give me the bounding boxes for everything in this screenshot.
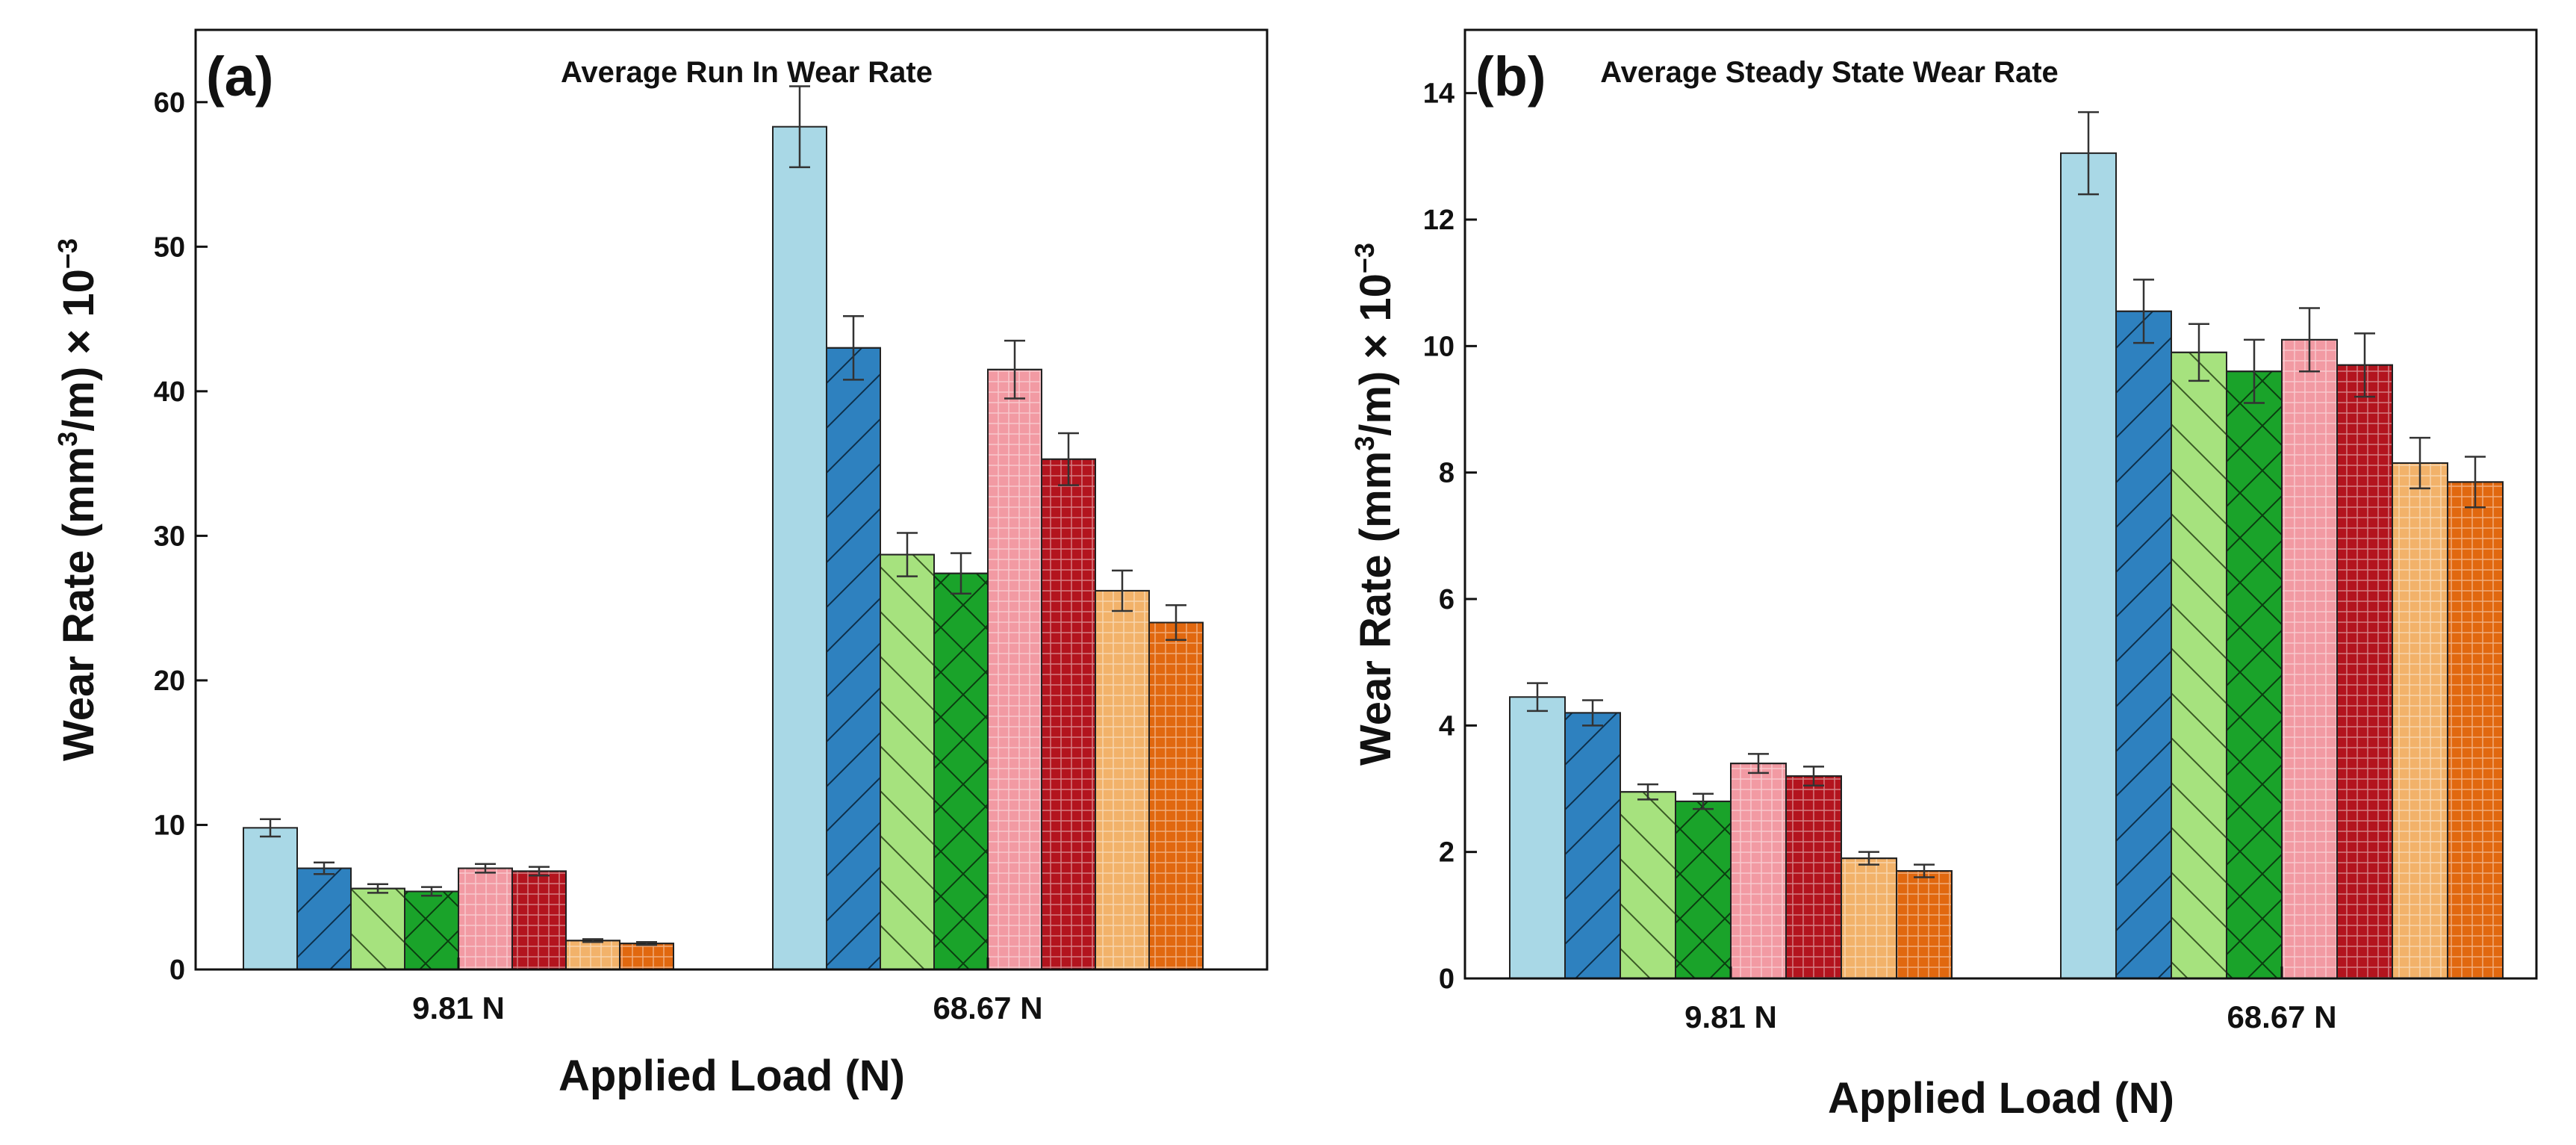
chart-title-b: Average Steady State Wear Rate — [1600, 56, 2059, 89]
plot-area-a: 0 10 20 30 40 50 60 9.81 N 68.67 N — [154, 85, 1204, 1025]
error-bar-b-as10-0 — [1582, 699, 1603, 727]
bar-pattern-a-3tg10-0 — [619, 943, 674, 971]
y-tick-label-a-3: 30 — [154, 521, 185, 552]
bar-pattern-a-as10-0 — [296, 867, 352, 970]
bar-pattern-b-3t10-0 — [1675, 800, 1732, 980]
plot-frame-b — [1463, 28, 2538, 980]
y-axis-title-a: Wear Rate (mm3/m) × 10−3 — [52, 238, 103, 761]
error-bar-b-3g10-1 — [2354, 332, 2375, 398]
error-bar-a-3g10-1 — [1058, 432, 1079, 486]
error-bar-a-a390-1 — [789, 85, 810, 169]
error-bar-a-asgt10-1 — [1112, 569, 1133, 612]
error-bar-a-asgt10-0 — [582, 938, 603, 943]
panel-tag-a: (a) — [206, 46, 273, 108]
bar-pattern-b-3tg10-1 — [2447, 481, 2504, 979]
bar-pattern-b-3t10-1 — [2226, 370, 2283, 979]
panel-tag-b: (b) — [1475, 46, 1546, 108]
error-bar-b-asg10-1 — [2299, 307, 2320, 373]
panel-a: 0 10 20 30 40 50 60 9.81 N 68.67 N (a) Average R… — [52, 28, 1269, 1100]
y-tick-label-a-6: 60 — [154, 87, 185, 119]
error-bar-b-asg10-0 — [1748, 753, 1769, 775]
error-bar-a-3t10-1 — [951, 552, 971, 595]
error-bar-b-3tg10-1 — [2465, 456, 2486, 509]
y-tick-label-a-1: 10 — [154, 810, 185, 841]
error-bar-a-ast10-0 — [367, 883, 388, 894]
error-bar-b-ast10-1 — [2188, 323, 2209, 382]
y-tick-label-b-6: 12 — [1423, 205, 1455, 236]
x-axis-title-b: Applied Load (N) — [1828, 1074, 2174, 1123]
error-bar-a-as10-0 — [314, 861, 335, 875]
y-tick-label-a-2: 20 — [154, 665, 185, 697]
error-bar-b-3g10-0 — [1803, 766, 1824, 787]
y-tick-label-a-0: 0 — [169, 955, 185, 986]
bar-pattern-a-3tg10-1 — [1148, 621, 1204, 970]
error-bar-a-as10-1 — [843, 314, 864, 381]
bar-b-a390-0 — [1509, 696, 1566, 979]
error-bar-a-a390-0 — [260, 818, 281, 838]
y-tick-label-b-3: 6 — [1439, 584, 1455, 615]
bar-pattern-a-asgt10-1 — [1095, 589, 1150, 971]
bar-pattern-a-3t10-1 — [933, 572, 989, 970]
bar-pattern-b-asg10-0 — [1730, 763, 1787, 980]
error-bar-a-asg10-1 — [1004, 339, 1025, 400]
error-bar-a-ast10-1 — [897, 532, 918, 577]
y-tick-label-b-4: 8 — [1439, 458, 1455, 489]
bar-pattern-b-ast10-1 — [2171, 351, 2227, 979]
y-tick-label-b-7: 14 — [1423, 78, 1455, 110]
error-bar-b-3t10-0 — [1693, 792, 1714, 810]
error-bar-b-as10-1 — [2133, 279, 2154, 344]
bar-pattern-a-3g10-1 — [1041, 458, 1096, 970]
bar-pattern-b-as10-0 — [1564, 712, 1621, 980]
y-tick-label-b-2: 4 — [1439, 710, 1455, 742]
chart-title-a: Average Run In Wear Rate — [561, 56, 933, 89]
bar-pattern-b-as10-1 — [2115, 310, 2172, 979]
bar-pattern-b-3g10-1 — [2336, 364, 2393, 979]
y-tick-label-b-0: 0 — [1439, 964, 1455, 995]
x-tick-label-a-1: 68.67 N — [933, 990, 1042, 1025]
error-bar-a-3tg10-1 — [1166, 604, 1186, 641]
bar-pattern-b-3tg10-0 — [1896, 870, 1953, 979]
bar-pattern-b-3g10-0 — [1785, 775, 1842, 979]
y-tick-label-a-4: 40 — [154, 376, 185, 408]
bar-pattern-a-asg10-1 — [987, 368, 1042, 971]
error-bar-b-ast10-0 — [1637, 783, 1658, 801]
bar-pattern-b-asgt10-1 — [2392, 462, 2448, 979]
bar-pattern-a-ast10-1 — [880, 553, 935, 970]
error-bar-b-asgt10-1 — [2409, 436, 2430, 490]
y-tick-label-b-1: 2 — [1439, 837, 1455, 869]
bar-pattern-a-asgt10-0 — [565, 940, 620, 971]
x-tick-label-b-0: 9.81 N — [1684, 999, 1777, 1034]
bar-b-a390-1 — [2060, 152, 2117, 980]
error-bar-a-3tg10-0 — [636, 940, 657, 946]
bar-pattern-a-3t10-0 — [404, 890, 459, 971]
bar-pattern-b-ast10-0 — [1620, 791, 1676, 979]
bar-pattern-b-asg10-1 — [2281, 338, 2338, 980]
bar-a-a390-1 — [772, 125, 827, 970]
error-bar-a-3t10-0 — [421, 886, 442, 897]
error-bar-b-3t10-1 — [2244, 338, 2265, 404]
bar-pattern-a-asg10-0 — [458, 867, 513, 970]
plot-area-b: 0 2 4 6 8 10 12 14 9.81 N 68.67 N — [1423, 78, 2504, 1034]
bar-a-a390-0 — [243, 827, 298, 970]
error-bar-b-3tg10-0 — [1914, 863, 1935, 878]
x-tick-label-b-1: 68.67 N — [2227, 999, 2336, 1034]
panel-b: 0 2 4 6 8 10 12 14 9.81 N 68.67 N (b) Average Ste… — [1349, 28, 2538, 1123]
error-bar-a-asg10-0 — [475, 863, 496, 874]
y-tick-label-b-5: 10 — [1423, 331, 1455, 362]
bar-pattern-a-3g10-0 — [511, 870, 567, 970]
y-tick-label-a-5: 50 — [154, 232, 185, 263]
x-axis-title-a: Applied Load (N) — [559, 1052, 905, 1100]
x-tick-label-a-0: 9.81 N — [412, 990, 505, 1025]
bar-pattern-a-ast10-0 — [350, 887, 405, 970]
error-bar-b-a390-0 — [1527, 682, 1548, 713]
error-bar-b-a390-1 — [2078, 111, 2099, 196]
bar-pattern-a-as10-1 — [826, 347, 881, 970]
bar-pattern-b-asgt10-0 — [1841, 857, 1897, 979]
y-axis-title-b: Wear Rate (mm3/m) × 10−3 — [1349, 243, 1400, 766]
plot-frame-a — [194, 28, 1269, 971]
error-bar-a-3g10-0 — [529, 866, 550, 877]
error-bar-b-asgt10-0 — [1858, 851, 1879, 866]
